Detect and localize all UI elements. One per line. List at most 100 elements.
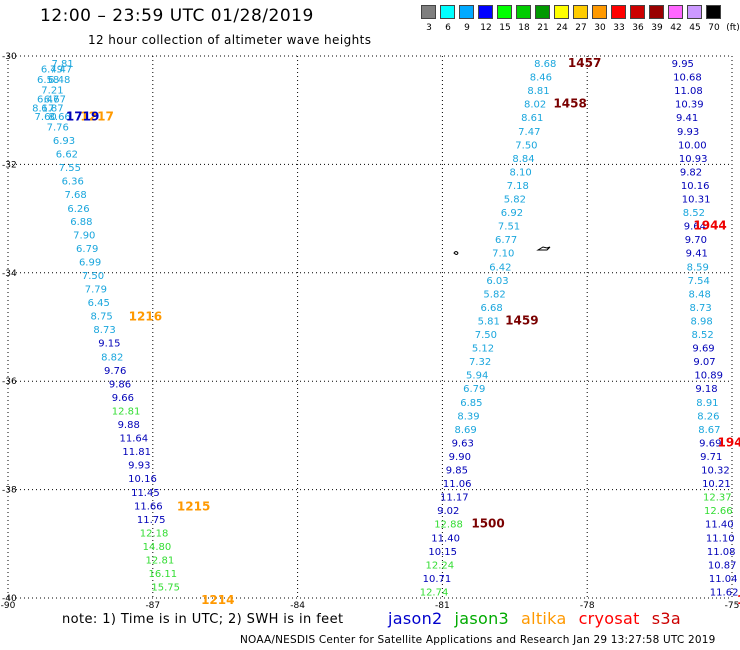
wave-height-label: 11.17	[440, 493, 469, 504]
time-label: 1500	[471, 517, 504, 531]
wave-height-label: 7.21	[41, 86, 63, 97]
wave-height-label: 9.69	[699, 438, 721, 449]
time-label: 1215	[177, 499, 210, 513]
wave-height-label: 16.11	[148, 569, 177, 580]
legend-unit: (ft)	[726, 23, 740, 33]
footer-credit: NOAA/NESDIS Center for Satellite Applica…	[240, 634, 716, 646]
wave-height-label: 8.91	[696, 398, 718, 409]
legend-label: 27	[575, 23, 587, 33]
wave-height-label: 11.81	[122, 447, 151, 458]
wave-height-label: 8.61	[521, 113, 543, 124]
wave-height-label: 12.88	[434, 520, 463, 531]
legend-swatch	[478, 5, 493, 19]
wave-height-label: 7.81	[51, 59, 73, 70]
wave-height-label: 5.12	[472, 344, 494, 355]
wave-height-label: 7.50	[475, 330, 497, 341]
wave-height-label: 6.26	[67, 204, 89, 215]
wave-height-label: 8.98	[690, 316, 712, 327]
legend-label: 33	[613, 23, 625, 33]
legend-label: 70	[708, 23, 720, 33]
time-label: 1216	[129, 310, 162, 324]
legend-label: 36	[632, 23, 644, 33]
wave-height-label: 5.82	[504, 195, 526, 206]
satellite-legend: jason2 jason3 altika cryosat s3a	[388, 609, 693, 628]
wave-height-label: 6.79	[463, 384, 485, 395]
wave-height-label: 6.77	[495, 235, 517, 246]
wave-height-label: 7.47	[50, 64, 72, 75]
y-tick-label: -36	[2, 377, 17, 387]
wave-height-label: 9.18	[695, 384, 717, 395]
wave-height-label: 7.10	[492, 249, 514, 260]
wave-height-label: 12.24	[426, 560, 455, 571]
wave-height-label: 5.82	[483, 289, 505, 300]
wave-height-label: 6.36	[62, 177, 84, 188]
wave-height-label: 6.48	[48, 75, 70, 86]
x-tick-label: -90	[1, 601, 16, 611]
wave-height-label: 7.32	[469, 357, 491, 368]
wave-height-label: 9.71	[700, 452, 722, 463]
wave-height-label: 8.73	[690, 303, 712, 314]
wave-height-label: 11.45	[131, 488, 160, 499]
legend-label: 6	[445, 23, 451, 33]
legend-label: 30	[594, 23, 606, 33]
wave-height-label: 9.41	[686, 249, 708, 260]
satellite-name: jason2	[388, 609, 443, 628]
wave-height-label: 8.39	[457, 411, 479, 422]
wave-height-label: 7.50	[82, 271, 104, 282]
legend-label: 15	[499, 23, 511, 33]
wave-height-label: 8.02	[524, 100, 546, 111]
wave-height-label: 6.93	[53, 136, 75, 147]
legend-label: 9	[464, 23, 470, 33]
wave-height-label: 6.92	[501, 208, 523, 219]
x-tick-label: -78	[580, 601, 595, 611]
legend-label: 45	[689, 23, 701, 33]
wave-height-label: 11.10	[706, 533, 735, 544]
y-tick-label: -30	[2, 52, 17, 62]
wave-height-label: 6.45	[88, 298, 110, 309]
time-label: 1943	[718, 435, 740, 449]
satellite-name: s3a	[651, 609, 681, 628]
wave-height-label: 7.51	[498, 222, 520, 233]
wave-height-label: 8.59	[687, 262, 709, 273]
wave-height-label: 8.75	[91, 312, 113, 323]
wave-height-label: 8.26	[697, 411, 719, 422]
wave-height-label: 7.47	[518, 127, 540, 138]
wave-height-label: 12.81	[146, 556, 175, 567]
legend-swatch	[554, 5, 569, 19]
legend-swatch	[630, 5, 645, 19]
y-tick-label: -38	[2, 486, 17, 496]
y-tick-label: -40	[2, 594, 17, 604]
legend-label: 39	[651, 23, 663, 33]
wave-height-label: 10.89	[694, 371, 723, 382]
x-tick-label: -84	[290, 601, 305, 611]
wave-height-label: 11.40	[705, 520, 734, 531]
legend-label: 12	[480, 23, 492, 33]
time-label: 1459	[505, 313, 538, 327]
wave-height-label: 6.88	[70, 217, 92, 228]
wave-height-label: 10.21	[702, 479, 731, 490]
wave-height-label: 8.52	[691, 330, 713, 341]
wave-height-label: 8.69	[454, 425, 476, 436]
wave-height-label: 7.76	[47, 122, 69, 133]
legend-swatch	[497, 5, 512, 19]
wave-height-label: 7.55	[59, 163, 81, 174]
wave-height-label: 8.67	[698, 425, 720, 436]
time-label: 1944	[693, 219, 726, 233]
x-tick-label: -75	[725, 601, 740, 611]
legend-swatch	[516, 5, 531, 19]
legend-label: 18	[518, 23, 530, 33]
wave-height-label: 12.37	[703, 493, 732, 504]
wave-height-label: 8.17	[32, 103, 54, 114]
wave-height-label: 9.70	[685, 235, 707, 246]
wave-height-label: 6.58	[37, 75, 59, 86]
wave-height-label: 7.50	[515, 140, 537, 151]
satellite-name: jason3	[454, 609, 509, 628]
wave-height-label: 10.39	[675, 100, 704, 111]
legend-label: 3	[426, 23, 432, 33]
footer-note: note: 1) Time is in UTC; 2) SWH is in fe…	[62, 612, 344, 627]
time-label: 1217	[80, 110, 113, 124]
time-label: 1457	[568, 56, 601, 70]
wave-height-label: 6.87	[41, 103, 63, 114]
